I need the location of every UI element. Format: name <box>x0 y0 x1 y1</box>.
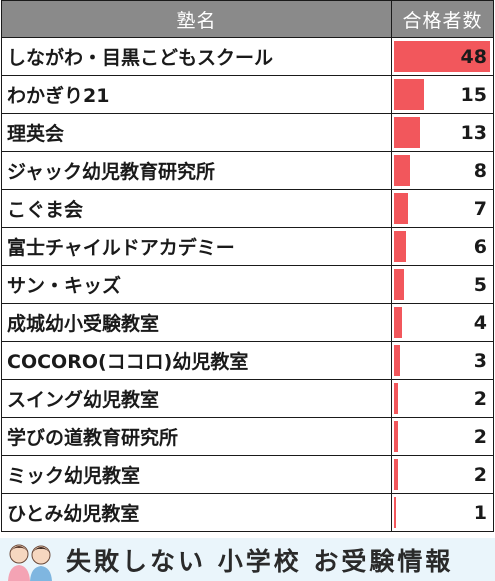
pass-count-cell: 2 <box>391 379 494 418</box>
pass-count-bar <box>394 79 424 110</box>
table-row: こぐま会 7 <box>1 189 494 228</box>
table-row: しながわ・目黒こどもスクール 48 <box>1 37 494 76</box>
pass-count-cell: 4 <box>391 303 494 342</box>
school-name-cell: ひとみ幼児教室 <box>1 493 392 532</box>
footer-banner: 失敗しない 小学校 お受験情報 <box>0 538 495 581</box>
table-row: 理英会 13 <box>1 113 494 152</box>
pass-count-cell: 7 <box>391 189 494 228</box>
school-name-cell: 学びの道教育研究所 <box>1 417 392 456</box>
pass-count-bar <box>394 421 398 452</box>
pass-count-bar <box>394 345 400 376</box>
header-pass-count: 合格者数 <box>391 0 494 38</box>
pass-count-bar <box>394 383 398 414</box>
pass-count-value: 2 <box>473 425 487 448</box>
pass-count-cell: 2 <box>391 417 494 456</box>
pass-count-bar <box>394 41 490 72</box>
pass-count-cell: 5 <box>391 265 494 304</box>
pass-count-bar <box>394 497 396 528</box>
table-row: スイング幼児教室 2 <box>1 379 494 418</box>
pass-count-value: 15 <box>460 83 487 106</box>
table-row: ミック幼児教室 2 <box>1 455 494 494</box>
school-name-cell: しながわ・目黒こどもスクール <box>1 37 392 76</box>
school-name-cell: わかぎり21 <box>1 75 392 114</box>
pass-count-value: 8 <box>473 159 487 182</box>
table-row: COCORO(ココロ)幼児教室 3 <box>1 341 494 380</box>
pass-count-bar <box>394 117 420 148</box>
header-school-name: 塾名 <box>1 0 392 38</box>
table-body: しながわ・目黒こどもスクール 48 わかぎり21 15 理英会 13 ジャック幼児教育研究所… <box>1 37 494 532</box>
pass-count-bar <box>394 269 404 300</box>
school-name-cell: 成城幼小受験教室 <box>1 303 392 342</box>
school-name-cell: スイング幼児教室 <box>1 379 392 418</box>
school-name-cell: 理英会 <box>1 113 392 152</box>
pass-count-bar <box>394 155 410 186</box>
table-row: ひとみ幼児教室 1 <box>1 493 494 532</box>
table-row: 学びの道教育研究所 2 <box>1 417 494 456</box>
school-name-cell: 富士チャイルドアカデミー <box>1 227 392 266</box>
footer-title: 失敗しない 小学校 お受験情報 <box>66 546 454 576</box>
pass-count-cell: 48 <box>391 37 494 76</box>
table-row: 成城幼小受験教室 4 <box>1 303 494 342</box>
table-row: 富士チャイルドアカデミー 6 <box>1 227 494 266</box>
table-header-row: 塾名 合格者数 <box>1 0 494 38</box>
pass-count-value: 5 <box>473 273 487 296</box>
school-name-cell: ジャック幼児教育研究所 <box>1 151 392 190</box>
pass-count-cell: 8 <box>391 151 494 190</box>
two-children-illustration <box>8 544 52 581</box>
pass-count-value: 48 <box>460 45 487 68</box>
ranking-table: 塾名 合格者数 しながわ・目黒こどもスクール 48 わかぎり21 15 理英会 13 ジャッ… <box>1 0 494 532</box>
table-row: サン・キッズ 5 <box>1 265 494 304</box>
school-name-cell: こぐま会 <box>1 189 392 228</box>
table-row: ジャック幼児教育研究所 8 <box>1 151 494 190</box>
pass-count-cell: 6 <box>391 227 494 266</box>
school-name-cell: サン・キッズ <box>1 265 392 304</box>
pass-count-bar <box>394 459 398 490</box>
pass-count-value: 3 <box>473 349 487 372</box>
pass-count-cell: 1 <box>391 493 494 532</box>
pass-count-bar <box>394 307 402 338</box>
pass-count-cell: 3 <box>391 341 494 380</box>
pass-count-cell: 15 <box>391 75 494 114</box>
pass-count-cell: 13 <box>391 113 494 152</box>
pass-count-value: 6 <box>473 235 487 258</box>
pass-count-bar <box>394 193 408 224</box>
pass-count-value: 2 <box>473 463 487 486</box>
pass-count-value: 13 <box>460 121 487 144</box>
school-name-cell: COCORO(ココロ)幼児教室 <box>1 341 392 380</box>
pass-count-value: 7 <box>473 197 487 220</box>
pass-count-cell: 2 <box>391 455 494 494</box>
pass-count-value: 4 <box>473 311 487 334</box>
table-row: わかぎり21 15 <box>1 75 494 114</box>
pass-count-value: 2 <box>473 387 487 410</box>
pass-count-bar <box>394 231 406 262</box>
school-name-cell: ミック幼児教室 <box>1 455 392 494</box>
pass-count-value: 1 <box>473 501 487 524</box>
